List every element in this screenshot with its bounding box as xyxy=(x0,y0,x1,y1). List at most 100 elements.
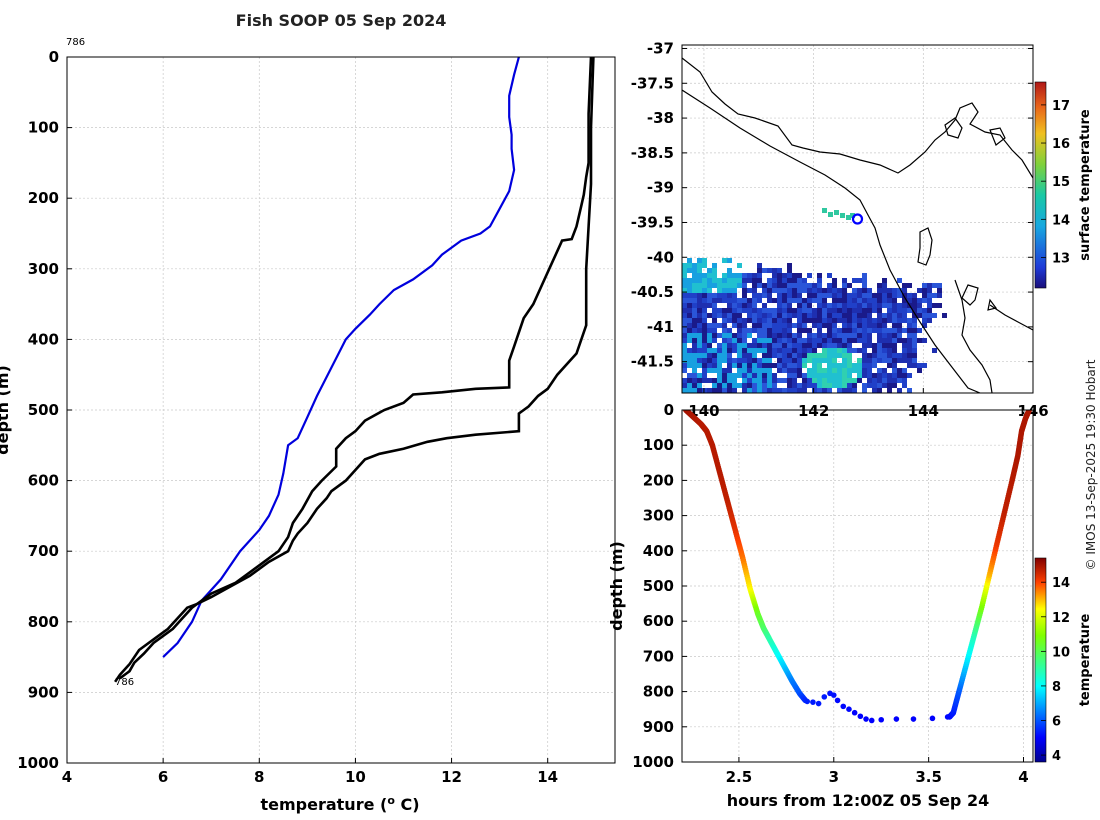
sst-cell xyxy=(827,368,832,373)
map-panel: 140 142 144 146 -37-37.5-38-38.5-39-39.5-40… xyxy=(631,39,1093,420)
sst-cell xyxy=(707,283,712,288)
sst-cell xyxy=(937,293,942,298)
sst-cell xyxy=(767,283,772,288)
sst-cell xyxy=(912,318,917,323)
sst-cell xyxy=(737,358,742,363)
sst-cell xyxy=(682,368,687,373)
sst-cell xyxy=(902,383,907,388)
sst-cell xyxy=(807,328,812,333)
sst-cell xyxy=(712,308,717,313)
sst-cell xyxy=(912,353,917,358)
sst-cell xyxy=(822,353,827,358)
sst-cell xyxy=(787,328,792,333)
sst-cell xyxy=(767,278,772,283)
sst-cell xyxy=(692,283,697,288)
ship-position-marker xyxy=(851,213,864,225)
sst-cell xyxy=(862,323,867,328)
sst-cell xyxy=(897,313,902,318)
sst-cell xyxy=(742,358,747,363)
sst-cell xyxy=(852,293,857,298)
sst-cell xyxy=(927,293,932,298)
sst-cell xyxy=(862,363,867,368)
sst-cell xyxy=(892,363,897,368)
sst-cell xyxy=(767,333,772,338)
sst-cell xyxy=(772,348,777,353)
sst-cell xyxy=(922,298,927,303)
sst-cell xyxy=(822,343,827,348)
sst-cell xyxy=(917,363,922,368)
sst-cell xyxy=(687,263,692,268)
sst-cell xyxy=(762,348,767,353)
sst-cell xyxy=(742,283,747,288)
sst-cell xyxy=(877,323,882,328)
sst-cell xyxy=(712,268,717,273)
sst-cell xyxy=(742,338,747,343)
sst-cell xyxy=(772,268,777,273)
sst-cell xyxy=(687,308,692,313)
sst-cell xyxy=(862,388,867,393)
depth-time-point xyxy=(1026,410,1033,413)
sst-cell xyxy=(772,343,777,348)
sst-cell xyxy=(687,303,692,308)
sst-cell xyxy=(832,318,837,323)
sst-cell xyxy=(897,318,902,323)
sst-cell xyxy=(842,313,847,318)
sst-cell xyxy=(797,303,802,308)
sst-cell xyxy=(717,388,722,393)
sst-cell xyxy=(852,288,857,293)
sst-cell xyxy=(737,318,742,323)
sst-cell xyxy=(792,348,797,353)
sst-cell xyxy=(887,343,892,348)
sst-cell xyxy=(782,328,787,333)
sst-cell xyxy=(902,358,907,363)
sst-cell xyxy=(897,328,902,333)
sst-cell xyxy=(702,368,707,373)
sst-cell xyxy=(742,278,747,283)
sst-cell xyxy=(692,358,697,363)
sst-cell xyxy=(852,388,857,393)
depth-time-point xyxy=(851,709,858,716)
sst-cell xyxy=(877,348,882,353)
sst-cell xyxy=(682,348,687,353)
sst-cell xyxy=(787,323,792,328)
sst-cell xyxy=(832,298,837,303)
sst-cell xyxy=(777,283,782,288)
sst-cell xyxy=(747,288,752,293)
sst-cell xyxy=(727,363,732,368)
sst-cell xyxy=(862,308,867,313)
sst-cell xyxy=(777,378,782,383)
sst-cell xyxy=(877,383,882,388)
sst-cell xyxy=(717,293,722,298)
sst-cell xyxy=(812,383,817,388)
sst-cell xyxy=(752,318,757,323)
sst-cell xyxy=(722,298,727,303)
sst-cell xyxy=(772,313,777,318)
sst-cell xyxy=(882,278,887,283)
sst-cell xyxy=(742,353,747,358)
sst-cell xyxy=(687,283,692,288)
sst-cell xyxy=(692,288,697,293)
sst-cell xyxy=(722,353,727,358)
sst-cell xyxy=(782,323,787,328)
sst-cell xyxy=(777,358,782,363)
sst-cell xyxy=(752,358,757,363)
map-y-tick-label: -38.5 xyxy=(631,144,674,162)
sst-cell xyxy=(837,368,842,373)
sst-cell xyxy=(837,328,842,333)
sst-cell xyxy=(772,333,777,338)
sst-cell xyxy=(842,353,847,358)
sst-cell xyxy=(837,373,842,378)
sst-cell xyxy=(752,388,757,393)
sst-cell xyxy=(717,368,722,373)
sst-cell xyxy=(827,378,832,383)
depth-time-y-tick-label: 400 xyxy=(643,542,674,560)
sst-cell xyxy=(792,308,797,313)
sst-cell xyxy=(882,373,887,378)
sst-cell xyxy=(882,368,887,373)
sst-cell xyxy=(922,308,927,313)
sst-cell xyxy=(777,318,782,323)
sst-cell xyxy=(702,323,707,328)
sst-cell xyxy=(882,283,887,288)
sst-cell xyxy=(927,283,932,288)
sst-cell xyxy=(852,338,857,343)
